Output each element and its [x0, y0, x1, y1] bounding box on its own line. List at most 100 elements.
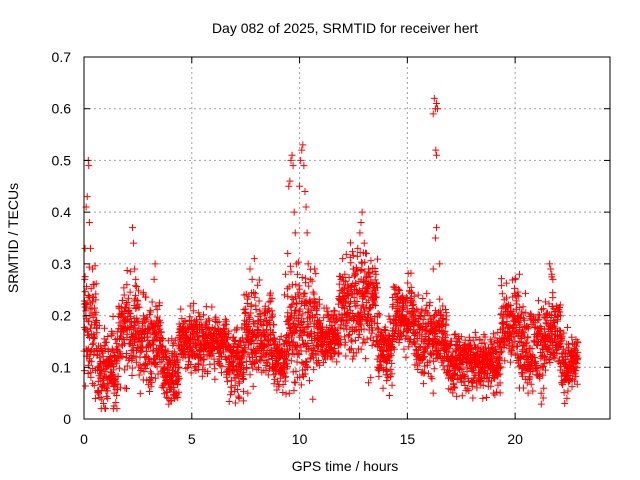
- data-point: [116, 351, 124, 359]
- data-point: [128, 364, 136, 372]
- data-point: [203, 318, 210, 326]
- data-point: [267, 314, 275, 322]
- data-point: [87, 299, 95, 307]
- data-point: [255, 276, 263, 284]
- data-point: [194, 336, 202, 344]
- data-point: [241, 345, 249, 353]
- data-point: [254, 281, 262, 289]
- data-point: [146, 388, 154, 396]
- data-point: [113, 405, 121, 413]
- x-tick-label: 15: [400, 431, 416, 447]
- data-point: [171, 336, 179, 344]
- data-point: [147, 308, 155, 316]
- data-point: [148, 378, 156, 386]
- data-point: [250, 289, 258, 297]
- data-point: [104, 348, 112, 356]
- data-point: [259, 321, 267, 329]
- data-point: [231, 387, 239, 395]
- data-point: [81, 288, 89, 296]
- data-point: [263, 326, 271, 334]
- data-point: [222, 320, 230, 328]
- data-point: [131, 282, 139, 290]
- data-point: [311, 298, 319, 306]
- data-point: [310, 366, 318, 374]
- data-point: [312, 270, 320, 278]
- x-tick-label: 20: [507, 431, 523, 447]
- data-point: [139, 288, 147, 296]
- data-point: [243, 365, 251, 373]
- data-point: [173, 368, 181, 376]
- data-point: [260, 336, 268, 344]
- data-point: [81, 382, 89, 390]
- data-point: [120, 291, 128, 299]
- data-point: [148, 370, 156, 378]
- data-point: [194, 309, 202, 317]
- data-point: [175, 388, 183, 396]
- data-point: [123, 266, 131, 274]
- data-point: [279, 389, 287, 397]
- data-point: [142, 365, 150, 373]
- data-point: [287, 302, 295, 310]
- y-tick-label: 0.1: [52, 359, 72, 375]
- data-point: [303, 323, 311, 331]
- data-point: [211, 375, 219, 383]
- data-point: [93, 317, 101, 325]
- data-point: [159, 335, 167, 343]
- data-point: [92, 308, 100, 316]
- data-point: [144, 333, 152, 341]
- data-point: [133, 296, 141, 304]
- data-point: [158, 343, 166, 351]
- data-point: [290, 387, 298, 395]
- data-point: [218, 362, 226, 370]
- data-point: [240, 368, 248, 376]
- data-point: [195, 360, 203, 368]
- data-point: [269, 328, 277, 336]
- data-point: [96, 394, 104, 402]
- data-point: [135, 303, 143, 311]
- data-point: [175, 374, 183, 382]
- data-point: [277, 332, 285, 340]
- data-point: [132, 292, 140, 300]
- data-point: [115, 364, 123, 372]
- data-point: [98, 395, 106, 403]
- data-point: [304, 340, 312, 348]
- data-point: [187, 361, 195, 369]
- data-point: [276, 335, 284, 343]
- data-point: [285, 389, 293, 397]
- data-point: [126, 288, 134, 296]
- data-point: [251, 290, 259, 298]
- data-point: [88, 346, 96, 354]
- data-point: [283, 362, 291, 370]
- data-point: [223, 373, 231, 381]
- data-point: [156, 299, 164, 307]
- data-point: [91, 394, 99, 402]
- y-tick-label: 0.3: [52, 256, 72, 272]
- data-point: [246, 313, 254, 321]
- data-point: [163, 389, 171, 397]
- data-point: [165, 400, 173, 408]
- data-point: [204, 367, 212, 375]
- data-point: [89, 365, 97, 373]
- data-point: [284, 345, 292, 353]
- data-point: [132, 304, 140, 312]
- data-point: [284, 292, 292, 300]
- data-point: [134, 287, 142, 295]
- data-point: [234, 385, 242, 393]
- data-point: [271, 334, 279, 342]
- data-point: [123, 300, 131, 308]
- data-point: [153, 363, 161, 371]
- data-point: [292, 280, 300, 288]
- data-point: [251, 359, 259, 367]
- data-point: [290, 378, 298, 386]
- data-point: [90, 381, 98, 389]
- data-point: [124, 294, 132, 302]
- data-point: [269, 310, 277, 318]
- data-point: [244, 295, 252, 303]
- data-point: [293, 342, 301, 350]
- x-tick-label: 5: [188, 431, 196, 447]
- data-point: [312, 351, 320, 359]
- data-point: [123, 349, 131, 357]
- data-point: [283, 347, 291, 355]
- data-point: [197, 316, 205, 324]
- data-point: [110, 362, 118, 370]
